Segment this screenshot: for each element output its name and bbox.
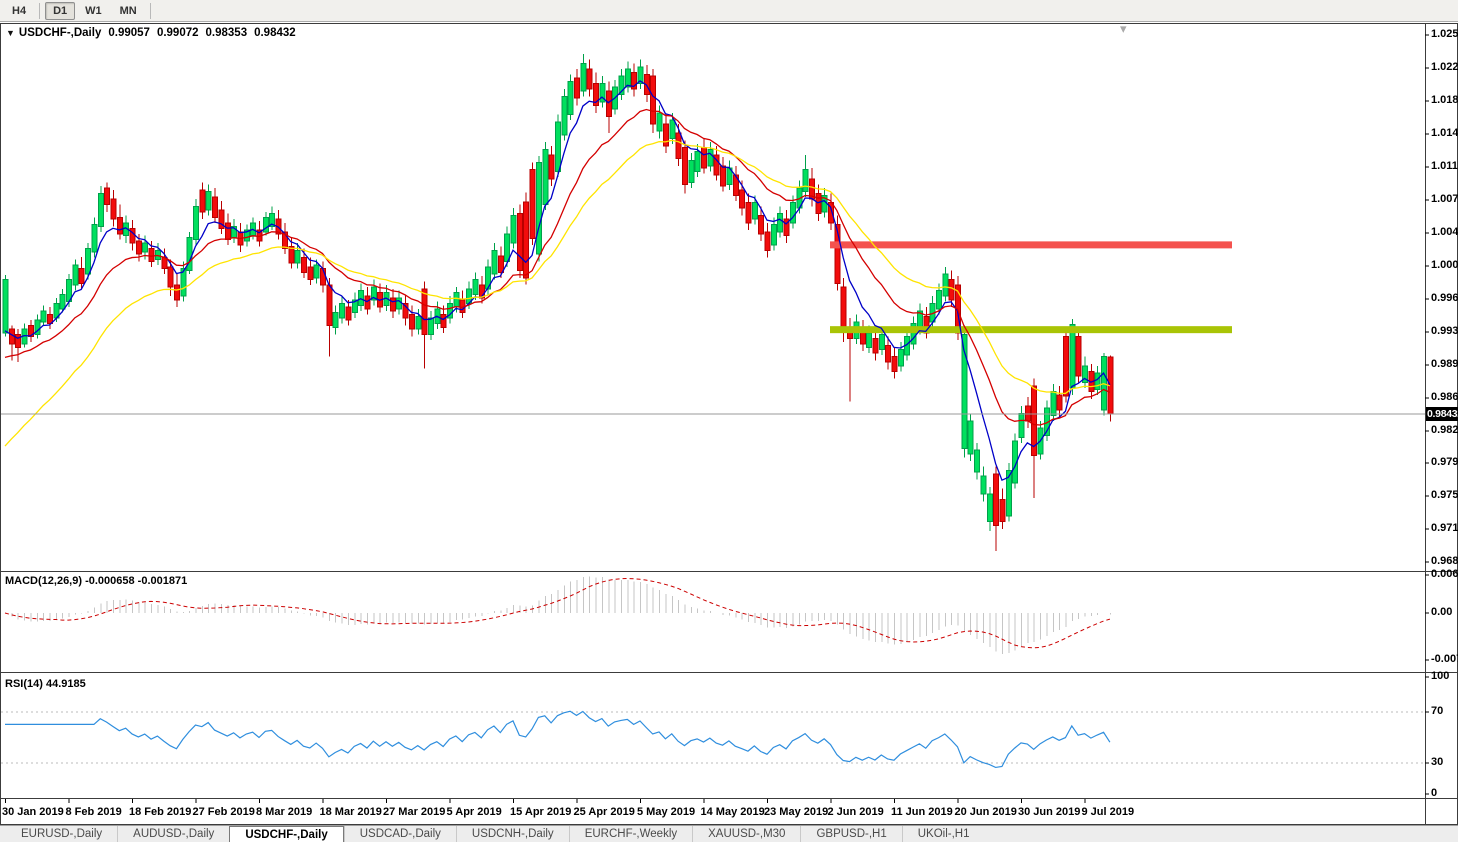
chart-tab-xauusd[interactable]: XAUUSD-,M30 <box>692 826 800 842</box>
price-tick: 0.98610 <box>1431 391 1458 403</box>
ohlc-high: 0.99072 <box>156 27 199 39</box>
date-label: 5 May 2019 <box>637 806 696 818</box>
date-label: 27 Mar 2019 <box>383 806 446 818</box>
collapse-arrow-icon[interactable]: ▼ <box>6 28 15 38</box>
chart-tabs-bar: EURUSD-,Daily AUDUSD-,Daily USDCHF-,Daily U… <box>0 825 1458 842</box>
medium-ema-red <box>4 108 1111 426</box>
chart-tab-eurusd[interactable]: EURUSD-,Daily <box>21 828 103 840</box>
rsi-indicator-label: RSI(14) 44.9185 <box>5 678 86 690</box>
slow-ema-yellow <box>4 139 1111 447</box>
date-label: 14 May 2019 <box>700 806 765 818</box>
date-label: 30 Jan 2019 <box>2 806 64 818</box>
toolbar-separator <box>39 2 41 19</box>
date-label: 15 Apr 2019 <box>510 806 572 818</box>
macd-signal-line <box>4 578 1111 649</box>
date-label: 18 Feb 2019 <box>129 806 192 818</box>
price-tick: 1.01490 <box>1431 127 1458 139</box>
rsi-tick: 100 <box>1431 670 1450 682</box>
timeframe-button-w1[interactable]: W1 <box>85 4 102 17</box>
price-tick: 1.01850 <box>1431 94 1458 106</box>
rsi-tick: 30 <box>1431 756 1444 768</box>
chart-tab-usdchf[interactable]: USDCHF-,Daily <box>229 826 344 842</box>
timeframe-button-d1[interactable]: D1 <box>45 1 76 20</box>
chart-tab-usdcnh[interactable]: USDCNH-,Daily <box>455 826 569 842</box>
chart-tab-audusd[interactable]: AUDUSD-,Daily <box>117 826 229 842</box>
price-tick: 0.99330 <box>1431 325 1458 337</box>
symbol-label: USDCHF-,Daily <box>18 27 102 39</box>
price-tick: 0.97900 <box>1431 456 1458 468</box>
timeframe-toolbar: H4 D1 W1 MN <box>0 0 1458 22</box>
toolbar-separator <box>149 2 151 19</box>
date-label: 20 Jun 2019 <box>954 806 1017 818</box>
current-price-badge: 0.98432 <box>1426 407 1458 421</box>
date-label: 23 May 2019 <box>764 806 829 818</box>
price-tick: 0.98250 <box>1431 424 1458 436</box>
date-label: 5 Apr 2019 <box>446 806 502 818</box>
chart-shift-icon[interactable]: ▾ <box>1120 21 1127 36</box>
price-tick: 1.00050 <box>1431 259 1458 271</box>
price-tick: 1.02570 <box>1431 28 1458 40</box>
price-tick: 1.01130 <box>1431 160 1458 172</box>
chart-title: ▼ USDCHF-,Daily 0.99057 0.99072 0.98353 0.984… <box>6 27 296 39</box>
price-tick: 1.02210 <box>1431 61 1458 73</box>
macd-tick: 0.00 <box>1431 606 1453 618</box>
chart-tab-eurchf[interactable]: EURCHF-,Weekly <box>568 826 692 842</box>
date-label: 8 Mar 2019 <box>256 806 313 818</box>
date-label: 2 Jun 2019 <box>827 806 884 818</box>
date-label: 11 Jun 2019 <box>891 806 953 818</box>
date-label: 9 Jul 2019 <box>1081 806 1135 818</box>
rsi-line <box>5 710 1111 769</box>
macd-tick: -0.007612 <box>1431 653 1458 665</box>
date-label: 18 Mar 2019 <box>319 806 382 818</box>
support-line[interactable] <box>830 326 1232 334</box>
chart-tab-gbpusd[interactable]: GBPUSD-,H1 <box>800 826 901 842</box>
price-tick: 0.97180 <box>1431 522 1458 534</box>
timeframe-button-mn[interactable]: MN <box>119 4 137 17</box>
date-label: 30 Jun 2019 <box>1018 806 1081 818</box>
price-tick: 1.00770 <box>1431 193 1458 205</box>
date-label: 8 Feb 2019 <box>65 806 122 818</box>
chart-tab-ukoil[interactable]: UKOil-,H1 <box>901 826 985 842</box>
macd-tick: 0.00613 <box>1431 568 1458 580</box>
price-tick: 1.00410 <box>1431 226 1458 238</box>
rsi-tick: 70 <box>1431 705 1444 717</box>
timeframe-button-h4[interactable]: H4 <box>12 4 27 17</box>
date-label: 25 Apr 2019 <box>573 806 635 818</box>
macd-indicator-label: MACD(12,26,9) -0.000658 -0.001871 <box>5 575 188 587</box>
ohlc-close: 0.98432 <box>254 27 296 39</box>
price-tick: 0.98970 <box>1431 358 1458 370</box>
price-tick: 0.99690 <box>1431 292 1458 304</box>
rsi-tick: 0 <box>1431 787 1438 799</box>
date-label: 27 Feb 2019 <box>192 806 255 818</box>
ohlc-low: 0.98353 <box>205 27 248 39</box>
price-tick: 0.97540 <box>1431 489 1458 501</box>
ohlc-open: 0.99057 <box>108 27 150 39</box>
resistance-line[interactable] <box>830 241 1232 249</box>
price-tick: 0.96820 <box>1431 555 1458 567</box>
candles-group <box>2 54 1114 551</box>
chart-tab-usdcad[interactable]: USDCAD-,Daily <box>343 826 456 842</box>
